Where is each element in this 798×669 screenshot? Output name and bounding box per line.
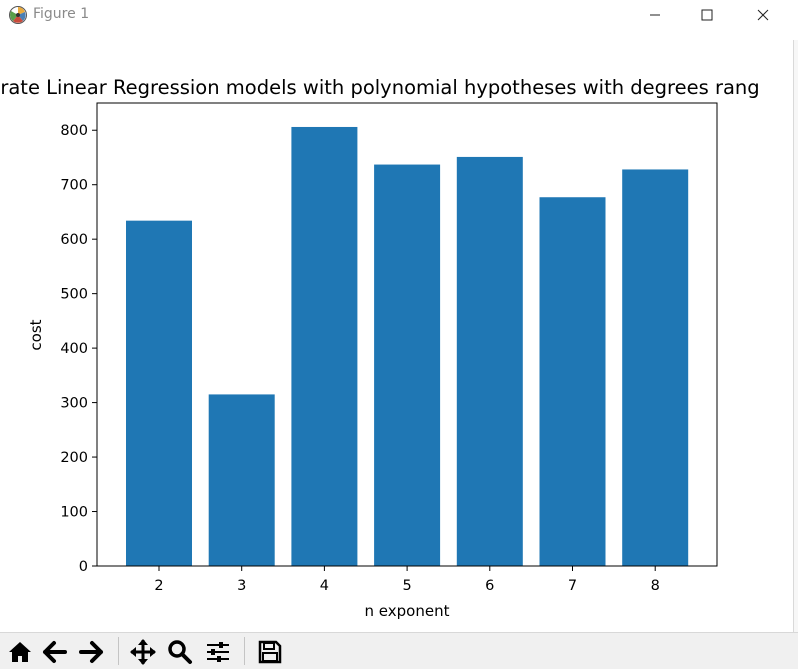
navigation-toolbar bbox=[0, 632, 798, 669]
home-icon bbox=[9, 642, 31, 662]
y-tick-label: 200 bbox=[60, 450, 88, 466]
minimize-button[interactable] bbox=[632, 0, 678, 30]
configure-subplots-icon bbox=[207, 642, 229, 662]
y-tick-label: 400 bbox=[60, 341, 88, 357]
toolbar-separator bbox=[118, 637, 119, 665]
x-tick-label: 6 bbox=[485, 578, 494, 594]
y-axis-label: cost bbox=[27, 319, 45, 350]
configure-subplots-button[interactable] bbox=[203, 637, 233, 667]
home-button[interactable] bbox=[5, 637, 35, 667]
window-edge bbox=[793, 40, 798, 640]
bar-chart: rate Linear Regression models with polyn… bbox=[0, 76, 759, 620]
close-button[interactable] bbox=[740, 0, 786, 30]
save-button[interactable] bbox=[255, 637, 285, 667]
forward-button[interactable] bbox=[76, 637, 106, 667]
y-tick-label: 600 bbox=[60, 232, 88, 248]
x-axis: 2 3 4 5 6 7 8 bbox=[154, 566, 660, 594]
bar-4 bbox=[291, 126, 358, 567]
x-tick-label: 8 bbox=[651, 578, 660, 594]
x-tick-label: 4 bbox=[320, 578, 329, 594]
x-axis-label: n exponent bbox=[365, 602, 450, 620]
pan-button[interactable] bbox=[128, 637, 158, 667]
y-tick-label: 700 bbox=[60, 178, 88, 194]
chart-title: rate Linear Regression models with polyn… bbox=[0, 76, 759, 99]
title-bar[interactable]: Figure 1 bbox=[0, 0, 798, 30]
back-button[interactable] bbox=[40, 637, 70, 667]
x-tick-label: 5 bbox=[402, 578, 411, 594]
bar-8 bbox=[622, 169, 689, 567]
x-tick-label: 3 bbox=[237, 578, 246, 594]
toolbar-separator bbox=[244, 637, 245, 665]
y-tick-label: 100 bbox=[60, 505, 88, 521]
y-axis: 0 100 200 300 400 500 600 700 800 bbox=[60, 123, 97, 575]
forward-arrow-icon bbox=[79, 641, 103, 663]
y-tick-label: 0 bbox=[79, 559, 88, 575]
save-icon bbox=[258, 640, 282, 664]
close-icon bbox=[757, 9, 769, 21]
y-tick-label: 800 bbox=[60, 123, 88, 139]
bar-7 bbox=[539, 197, 606, 566]
maximize-button[interactable] bbox=[684, 0, 730, 30]
bars-group bbox=[126, 126, 689, 567]
back-arrow-icon bbox=[43, 641, 67, 663]
zoom-button[interactable] bbox=[165, 637, 195, 667]
zoom-icon bbox=[168, 640, 192, 664]
pan-icon bbox=[130, 639, 156, 665]
bar-2 bbox=[126, 220, 192, 566]
minimize-icon bbox=[650, 14, 660, 16]
maximize-icon bbox=[701, 9, 713, 21]
y-tick-label: 300 bbox=[60, 396, 88, 412]
bar-6 bbox=[456, 156, 523, 566]
figure-canvas[interactable]: rate Linear Regression models with polyn… bbox=[0, 30, 793, 630]
x-tick-label: 2 bbox=[154, 578, 163, 594]
y-tick-label: 500 bbox=[60, 287, 88, 303]
window-title: Figure 1 bbox=[33, 6, 90, 22]
bar-3 bbox=[208, 394, 275, 566]
x-tick-label: 7 bbox=[568, 578, 577, 594]
bar-5 bbox=[374, 164, 441, 566]
matplotlib-logo-icon bbox=[9, 6, 27, 24]
